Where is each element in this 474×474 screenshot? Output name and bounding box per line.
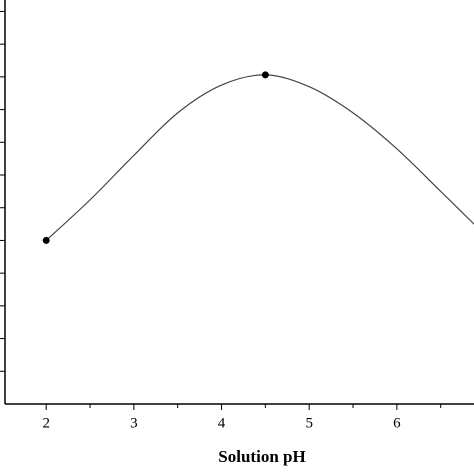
x-tick-label: 5 [305, 415, 313, 431]
data-point [42, 236, 50, 244]
x-tick-label: 3 [130, 415, 138, 431]
x-tick-label: 6 [393, 415, 401, 431]
x-tick-label: 2 [42, 415, 50, 431]
x-axis-title: Solution pH [218, 447, 305, 466]
fit-curve [45, 74, 474, 241]
data-point [261, 71, 269, 79]
x-tick-label: 4 [218, 415, 226, 431]
